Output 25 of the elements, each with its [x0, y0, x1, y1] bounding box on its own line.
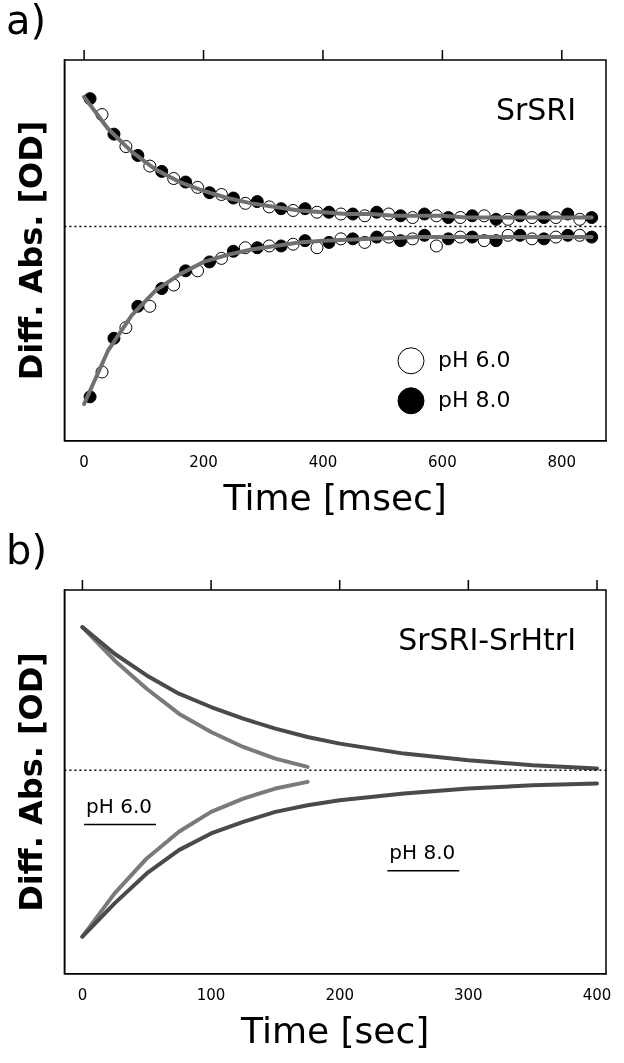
point [310, 241, 324, 255]
point [143, 299, 157, 313]
y-axis-title: Diff. Abs. [OD] [11, 652, 50, 912]
x-tick-label: 0 [79, 452, 89, 471]
x-axis-title: Time [sec] [240, 1009, 430, 1051]
legend-label: pH 8.0 [438, 386, 511, 412]
x-tick-label: 200 [189, 452, 218, 471]
annotation: pH 8.0 [389, 839, 456, 864]
y-axis-title: Diff. Abs. [OD] [11, 120, 50, 381]
x-tick-label: 600 [428, 452, 457, 471]
x-tick-label: 400 [582, 985, 612, 1004]
x-axis-title: Time [msec] [222, 476, 447, 518]
annotation: pH 6.0 [86, 793, 152, 818]
x-tick-label: 200 [325, 985, 355, 1004]
x-tick-label: 400 [308, 452, 338, 471]
chart-title: a) [6, 0, 47, 44]
point [429, 239, 443, 253]
annotation: SrSRI [495, 92, 576, 127]
x-tick-label: 800 [547, 452, 577, 471]
x-tick-label: 100 [196, 985, 226, 1004]
chart-title: b) [6, 527, 47, 574]
x-tick-label: 0 [77, 985, 88, 1004]
annotation: SrSRI-SrHtrI [398, 622, 576, 657]
legend-label: pH 6.0 [438, 346, 511, 372]
x-tick-label: 300 [454, 985, 483, 1004]
